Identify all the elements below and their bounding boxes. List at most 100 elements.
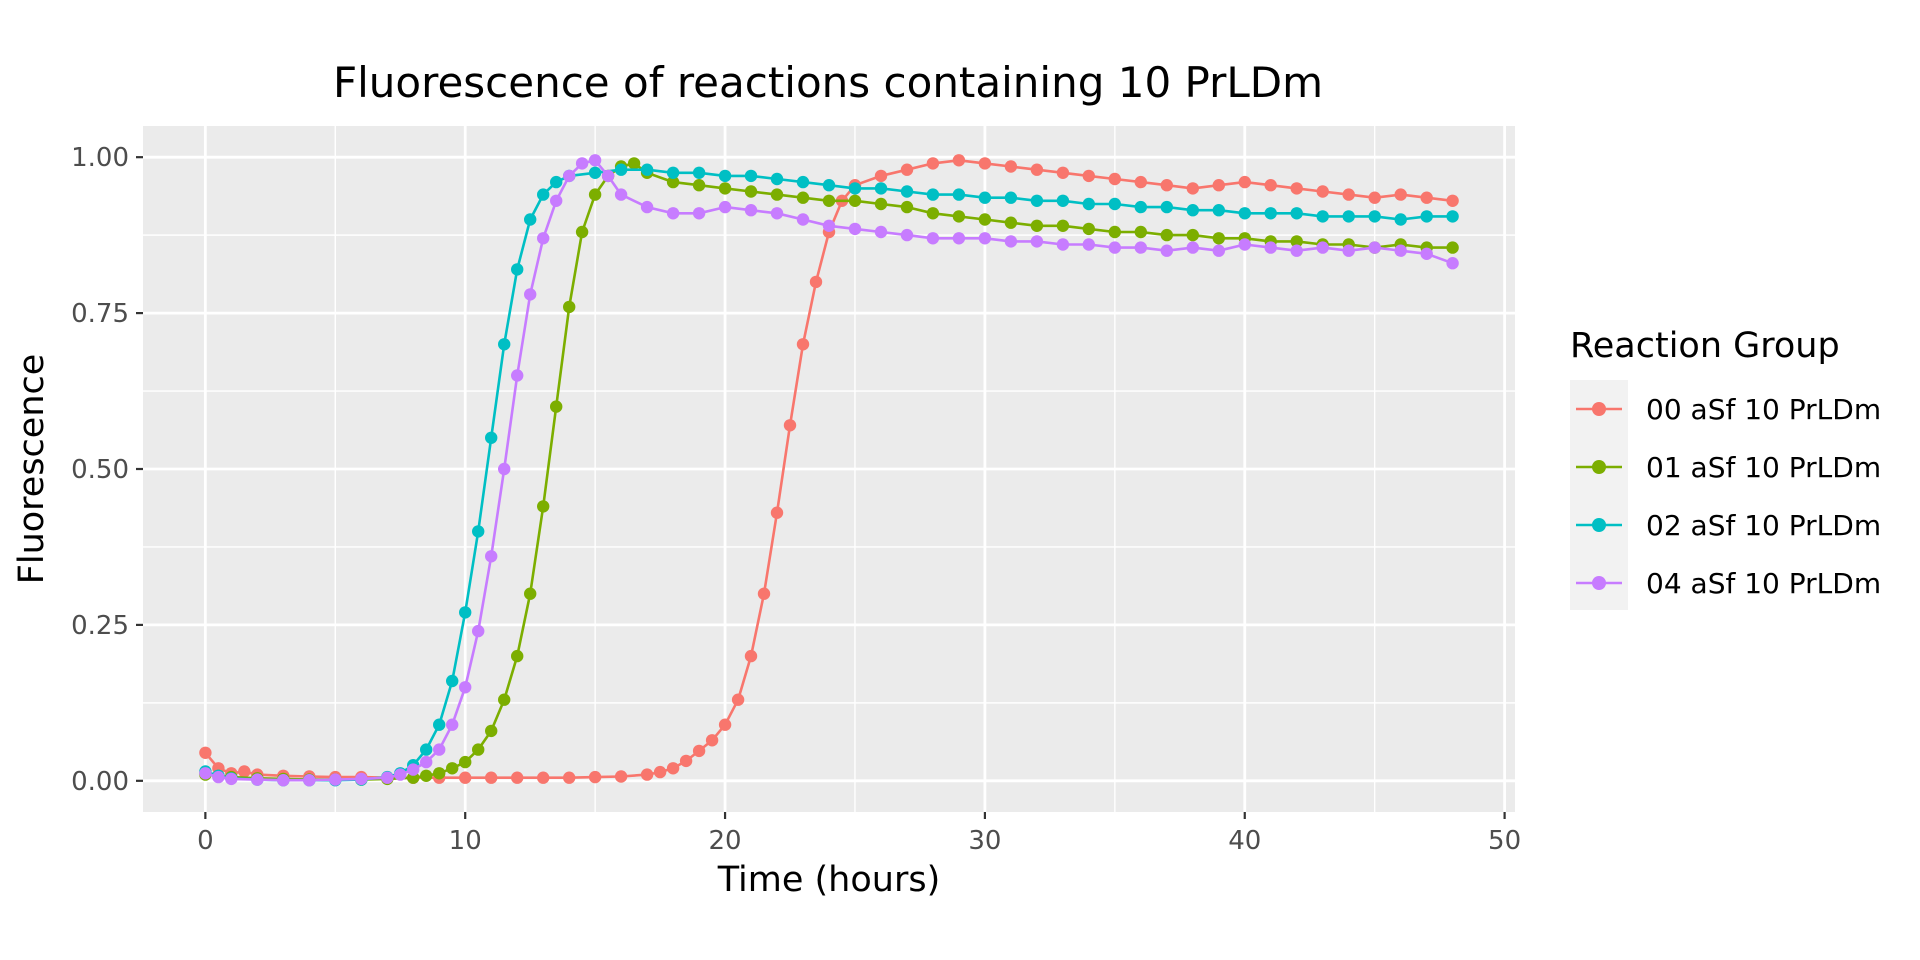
legend-item: 00 aSf 10 PrLDm bbox=[1576, 393, 1881, 426]
data-point bbox=[744, 204, 758, 217]
data-point bbox=[848, 194, 862, 207]
data-point bbox=[692, 207, 706, 220]
series-3 bbox=[199, 154, 1459, 787]
data-point bbox=[1290, 207, 1303, 220]
data-point bbox=[640, 163, 654, 176]
data-point bbox=[1108, 172, 1122, 186]
legend: Reaction Group 00 aSf 10 PrLDm 01 aSf 10 … bbox=[1570, 326, 1881, 610]
data-point bbox=[822, 219, 836, 232]
data-point bbox=[770, 188, 784, 201]
data-point bbox=[1004, 216, 1018, 229]
data-point bbox=[199, 746, 212, 759]
data-point bbox=[822, 179, 836, 192]
data-point bbox=[1186, 204, 1200, 217]
data-point bbox=[1186, 241, 1200, 254]
data-point bbox=[848, 222, 862, 236]
legend-item: 04 aSf 10 PrLDm bbox=[1576, 567, 1881, 600]
legend-title: Reaction Group bbox=[1570, 326, 1840, 366]
data-point bbox=[1238, 207, 1252, 220]
data-point bbox=[666, 762, 680, 775]
data-point bbox=[1316, 241, 1329, 254]
data-point bbox=[199, 767, 212, 780]
data-point bbox=[1290, 182, 1303, 195]
data-point bbox=[900, 185, 914, 198]
data-point bbox=[1134, 200, 1148, 214]
data-point bbox=[1212, 232, 1226, 245]
data-point bbox=[433, 767, 446, 780]
data-point bbox=[1212, 179, 1226, 192]
data-point bbox=[1342, 188, 1355, 201]
legend-key-marker bbox=[1592, 518, 1606, 532]
data-point bbox=[796, 338, 810, 351]
series-layer bbox=[199, 154, 1459, 787]
data-point bbox=[511, 369, 524, 382]
data-point bbox=[640, 200, 654, 214]
data-point bbox=[1394, 244, 1407, 257]
data-point bbox=[1108, 197, 1122, 211]
data-point bbox=[459, 606, 472, 619]
data-point bbox=[1030, 163, 1044, 176]
data-point bbox=[251, 773, 264, 786]
data-point bbox=[666, 207, 680, 220]
legend-item: 01 aSf 10 PrLDm bbox=[1576, 451, 1881, 484]
data-point bbox=[926, 232, 940, 245]
data-point bbox=[459, 771, 472, 784]
data-point bbox=[446, 762, 459, 775]
data-point bbox=[1238, 238, 1252, 251]
data-point bbox=[770, 207, 784, 220]
data-point bbox=[1368, 241, 1381, 254]
data-point bbox=[537, 188, 550, 201]
data-point bbox=[524, 213, 537, 226]
x-tick-label: 10 bbox=[449, 826, 482, 856]
data-point bbox=[303, 774, 316, 787]
data-point bbox=[446, 718, 459, 731]
data-point bbox=[796, 191, 810, 204]
data-point bbox=[459, 755, 472, 769]
data-point bbox=[1290, 235, 1303, 248]
data-point bbox=[783, 419, 797, 432]
data-point bbox=[796, 213, 810, 226]
data-point bbox=[952, 232, 966, 245]
data-point bbox=[212, 770, 225, 784]
data-point bbox=[511, 263, 524, 276]
data-point bbox=[1290, 244, 1303, 257]
data-point bbox=[1446, 241, 1459, 254]
y-axis: 0.00 0.25 0.50 0.75 1.00 bbox=[71, 143, 143, 797]
data-point bbox=[978, 213, 992, 226]
data-point bbox=[822, 194, 836, 207]
x-tick-label: 0 bbox=[197, 826, 214, 856]
data-point bbox=[718, 200, 732, 214]
data-point bbox=[1264, 241, 1277, 254]
data-point bbox=[575, 157, 589, 170]
data-point bbox=[588, 770, 602, 784]
data-point bbox=[407, 763, 420, 776]
data-point bbox=[563, 771, 576, 784]
data-point bbox=[1212, 204, 1226, 217]
data-point bbox=[1004, 235, 1018, 248]
data-point bbox=[433, 743, 446, 756]
data-point bbox=[809, 275, 823, 289]
data-point bbox=[485, 550, 498, 563]
data-point bbox=[433, 718, 446, 731]
legend-key-marker bbox=[1592, 460, 1606, 474]
data-point bbox=[1134, 175, 1148, 189]
y-tick-label: 0.75 bbox=[71, 299, 129, 329]
data-point bbox=[692, 744, 706, 758]
major-grid bbox=[143, 126, 1515, 812]
y-tick-label: 0.50 bbox=[71, 455, 129, 485]
data-point bbox=[653, 765, 667, 779]
data-point bbox=[446, 674, 459, 688]
data-point bbox=[1160, 228, 1174, 242]
data-point bbox=[329, 773, 342, 786]
data-point bbox=[1082, 169, 1096, 183]
data-point bbox=[498, 462, 511, 476]
data-point bbox=[1316, 210, 1329, 223]
data-point bbox=[614, 163, 628, 176]
data-point bbox=[874, 197, 888, 211]
data-point bbox=[1420, 247, 1433, 260]
data-point bbox=[1264, 207, 1277, 220]
x-axis: 0 10 20 30 40 50 bbox=[197, 812, 1521, 856]
data-point bbox=[1134, 241, 1148, 254]
data-point bbox=[1342, 244, 1355, 257]
